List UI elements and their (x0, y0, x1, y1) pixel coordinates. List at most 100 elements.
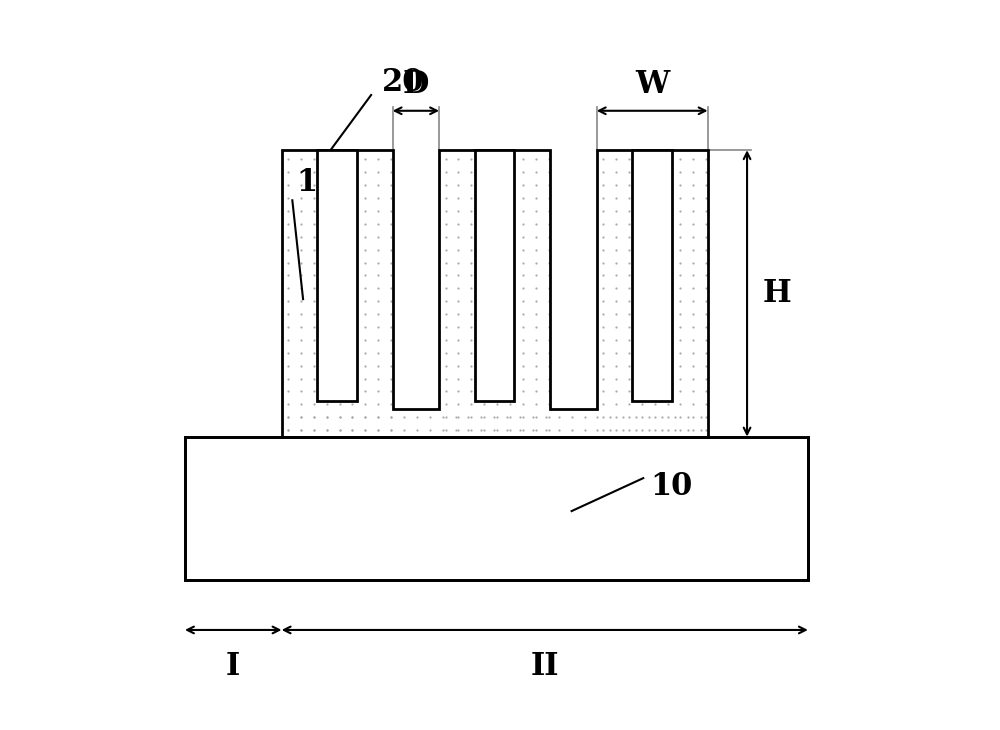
Point (370, 412, 386, 423)
Point (634, 153, 650, 165)
Point (319, 257, 335, 269)
Point (409, 424, 425, 436)
Point (293, 308, 309, 320)
Point (450, 180, 466, 191)
Point (672, 269, 688, 281)
Point (667, 412, 683, 423)
Point (293, 283, 309, 294)
Point (357, 399, 373, 410)
Point (383, 424, 399, 436)
Point (672, 180, 688, 191)
Point (502, 218, 518, 230)
Point (499, 412, 515, 423)
Point (541, 283, 557, 294)
Point (608, 347, 624, 358)
Point (647, 321, 663, 333)
Point (502, 269, 518, 281)
Point (489, 334, 505, 346)
Point (499, 424, 515, 436)
Point (332, 218, 348, 230)
Point (450, 205, 466, 217)
Point (370, 205, 386, 217)
Point (476, 166, 492, 178)
Point (634, 308, 650, 320)
Point (528, 321, 544, 333)
Point (463, 283, 479, 294)
Point (473, 424, 489, 436)
Bar (632, 150, 672, 401)
Point (280, 180, 296, 191)
Point (615, 412, 631, 423)
Point (698, 321, 714, 333)
Point (476, 283, 492, 294)
Point (634, 192, 650, 204)
Point (476, 192, 492, 204)
Point (332, 153, 348, 165)
Point (685, 424, 701, 436)
Point (344, 424, 360, 436)
Point (344, 373, 360, 385)
Point (357, 269, 373, 281)
Point (357, 412, 373, 423)
Point (280, 424, 296, 436)
Point (293, 231, 309, 242)
Point (528, 373, 544, 385)
Point (621, 244, 637, 256)
Point (595, 231, 611, 242)
Point (486, 412, 502, 423)
Point (515, 385, 531, 397)
Point (502, 180, 518, 191)
Point (647, 308, 663, 320)
Point (660, 231, 676, 242)
Point (383, 347, 399, 358)
Point (357, 424, 373, 436)
Point (698, 269, 714, 281)
Point (693, 424, 709, 436)
Point (332, 347, 348, 358)
Text: I: I (226, 651, 240, 683)
Point (621, 218, 637, 230)
Point (515, 166, 531, 178)
Point (489, 166, 505, 178)
Point (502, 347, 518, 358)
Point (489, 321, 505, 333)
Point (589, 424, 605, 436)
Point (489, 412, 505, 423)
Point (628, 412, 644, 423)
Point (293, 385, 309, 397)
Point (383, 360, 399, 372)
Point (332, 385, 348, 397)
Point (293, 218, 309, 230)
Point (608, 424, 624, 436)
Point (577, 424, 593, 436)
Point (672, 257, 688, 269)
Point (672, 373, 688, 385)
Point (564, 412, 580, 423)
Point (647, 166, 663, 178)
Point (660, 296, 676, 307)
Point (502, 399, 518, 410)
Point (280, 166, 296, 178)
Point (463, 205, 479, 217)
Point (357, 296, 373, 307)
Point (621, 192, 637, 204)
Point (306, 218, 322, 230)
Point (463, 192, 479, 204)
Point (422, 424, 438, 436)
Point (595, 334, 611, 346)
Point (608, 205, 624, 217)
Bar (317, 150, 357, 401)
Point (319, 308, 335, 320)
Point (463, 399, 479, 410)
Point (306, 153, 322, 165)
Point (541, 153, 557, 165)
Point (698, 412, 714, 423)
Point (344, 205, 360, 217)
Point (621, 373, 637, 385)
Point (489, 269, 505, 281)
Point (293, 347, 309, 358)
Point (515, 373, 531, 385)
Point (344, 296, 360, 307)
Point (344, 166, 360, 178)
Point (306, 296, 322, 307)
